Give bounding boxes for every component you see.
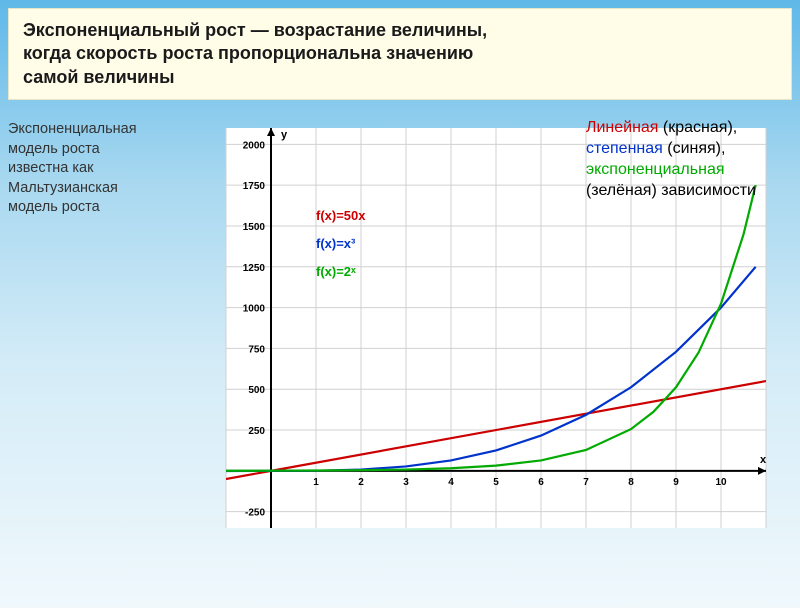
side-line4: Мальтузианская [8,179,166,199]
title-line2: когда скорость роста пропорциональна зна… [23,42,777,65]
svg-text:10: 10 [715,477,727,488]
svg-text:8: 8 [628,477,634,488]
svg-text:f(x)=x³: f(x)=x³ [316,236,356,251]
svg-text:2000: 2000 [243,140,266,151]
content-area: Экспоненциальная модель роста известна к… [0,108,800,578]
svg-text:9: 9 [673,477,679,488]
title-line1: Экспоненциальный рост — возрастание вели… [23,19,777,42]
svg-text:1500: 1500 [243,222,266,233]
legend-linear-label: Линейная [586,119,659,136]
side-line5: модель роста [8,198,166,218]
svg-text:7: 7 [583,477,589,488]
legend-exp-suffix2: зависимости [661,182,756,199]
legend-power-suffix: (синяя), [663,140,726,157]
title-line3: самой величины [23,66,777,89]
side-line3: известна как [8,159,166,179]
svg-text:1250: 1250 [243,263,266,274]
svg-text:1000: 1000 [243,304,266,315]
svg-text:f(x)=2ˣ: f(x)=2ˣ [316,264,356,279]
legend-exp-suffix1: (зелёная) [586,182,661,199]
svg-text:5: 5 [493,477,499,488]
svg-text:1: 1 [313,477,319,488]
side-line2: модель роста [8,140,166,160]
chart-container: Линейная (красная), степенная (синяя), э… [166,108,786,578]
svg-text:2: 2 [358,477,364,488]
svg-text:-250: -250 [245,508,265,519]
svg-text:4: 4 [448,477,454,488]
title-box: Экспоненциальный рост — возрастание вели… [8,8,792,100]
side-text: Экспоненциальная модель роста известна к… [8,108,166,578]
svg-text:6: 6 [538,477,544,488]
side-line1: Экспоненциальная [8,120,166,140]
svg-text:f(x)=50x: f(x)=50x [316,208,366,223]
svg-text:250: 250 [248,426,265,437]
svg-text:y: y [281,129,288,141]
legend-linear-suffix: (красная), [658,119,737,136]
legend-power-label: степенная [586,140,663,157]
legend-exp-label: экспоненциальная [586,161,725,178]
svg-text:x: x [760,454,767,466]
svg-text:1750: 1750 [243,181,266,192]
svg-text:3: 3 [403,477,409,488]
legend: Линейная (красная), степенная (синяя), э… [586,118,756,201]
svg-text:500: 500 [248,385,265,396]
svg-text:750: 750 [248,345,265,356]
